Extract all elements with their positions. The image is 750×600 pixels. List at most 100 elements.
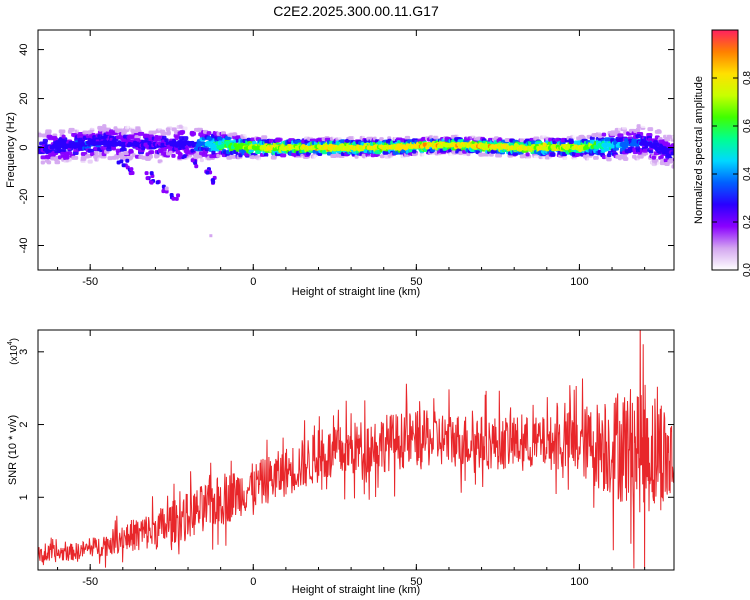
spectrogram-cell [671,143,674,148]
spectrogram-cell [356,161,364,166]
snr-xtick-label: 0 [250,576,256,588]
spectrogram-cell [538,127,545,132]
spectrogram-cell [131,112,137,117]
spectrogram-cell [433,135,439,140]
spectrogram-cell [429,156,436,161]
spectrogram-cell [100,145,107,150]
spectrogram-cell [576,160,583,165]
spectrogram-ridge-cell [610,144,615,149]
spectrogram-ridge-cell [671,151,674,156]
spectrogram-cell [115,119,122,124]
spectrogram-cell [491,149,497,154]
spectrogram-cell [589,136,595,141]
spectrogram-cell [368,157,373,162]
spectrogram-cell [93,176,99,181]
spectrogram-cell [314,154,319,159]
spectrogram-cell [54,160,61,165]
spectrogram-cell [163,110,171,115]
spectrogram-cell [87,159,93,164]
spectrogram-cell [166,130,171,135]
colorbar-tick-label: 0.0 [742,263,750,277]
spectrogram-cell [132,129,137,134]
spectrogram-cell [263,152,269,157]
spectrogram-branch-cell [176,193,181,198]
spectrogram-cell [92,163,99,168]
spectrogram-cell [565,160,572,165]
spectrogram-cell [110,165,117,170]
spectrogram-cell [628,158,633,163]
spectrogram-cell [49,169,56,174]
spectrogram-cell [171,127,177,132]
spectrogram-branch-cell [169,192,174,197]
spectrogram-ylabel: Frequency (Hz) [5,112,17,188]
spectrogram-cell [615,162,623,167]
snr-frame [37,329,675,571]
spectrogram-cell [670,172,674,177]
spectrogram-cell [185,166,190,171]
spectrogram-cell [250,155,255,160]
spectrogram-cell [342,128,348,133]
spectrogram-cell [525,157,532,162]
spectrogram-cell [121,131,126,136]
spectrogram-cell [648,149,654,154]
spectrogram-cell [44,122,50,127]
spectrogram-cell [555,137,560,142]
spectrogram-cell [647,169,654,174]
spectrogram-cell [495,153,503,158]
spectrogram-cell [517,130,524,135]
spectrogram-cell [280,153,287,158]
spectrogram-cell [379,154,385,159]
spectrogram-cell [617,133,624,138]
colorbar-tick-label: 0.8 [742,71,750,85]
svg-text:(x104): (x104) [7,338,20,365]
spectrogram-cell [153,120,161,125]
spectrogram-cell [69,160,74,165]
spectrogram-cell [151,130,157,135]
spectrogram-cell [533,136,540,141]
spectrogram-cell [354,154,359,159]
spectrogram-cell [621,125,628,130]
spectrogram-branch-cell [210,178,215,183]
spectrogram-cell [404,135,411,140]
spectrogram-cell [510,131,518,136]
spectrogram-cell [158,167,163,172]
spectrogram-cell [363,149,369,154]
spectrogram-ytick-label: 40 [18,43,30,55]
spectrogram-cell [472,159,477,164]
spectrogram-cell [148,154,154,159]
spectrogram-cell [250,137,256,142]
spectrogram-branch-cell [128,171,133,176]
spectrogram-cell [504,137,511,142]
spectrogram-cell [393,156,400,161]
spectrogram-cell [141,113,149,118]
spectrogram-cell [187,112,195,117]
spectrogram-cell [481,131,486,136]
spectrogram-ytick-label: 20 [18,92,30,104]
snr-scale-exponent: 4 [7,341,14,345]
spectrogram-cell [61,134,66,139]
colorbar-tick-label: 0.4 [742,167,750,181]
spectrogram-cell [46,116,54,121]
spectrogram-cell [64,155,70,160]
spectrogram-cell [115,154,120,159]
colorbar-tick-label: 0.2 [742,215,750,229]
spectrogram-cell [42,138,48,143]
spectrogram-cell [141,161,146,166]
spectrogram-cell [280,134,286,139]
spectrogram-cell [656,164,663,169]
spectrogram-branch-cell [155,180,160,185]
spectrogram-cell [170,168,177,173]
spectrogram-cell [133,162,138,167]
spectrogram-xtick-label: 0 [250,276,256,288]
spectrogram-cell [379,137,384,142]
spectrogram-cell [76,127,84,132]
spectrogram-branch-cell [149,180,154,185]
spectrogram-cell [630,165,637,170]
spectrogram-ridge-cell [613,140,618,145]
spectrogram-branch-cell [161,189,166,194]
spectrogram-cell [61,166,66,171]
spectrogram-frame [37,29,675,271]
spectrogram-ridge-cell [165,141,170,146]
spectrogram-cell [214,128,222,133]
spectrogram-cell [201,163,207,168]
